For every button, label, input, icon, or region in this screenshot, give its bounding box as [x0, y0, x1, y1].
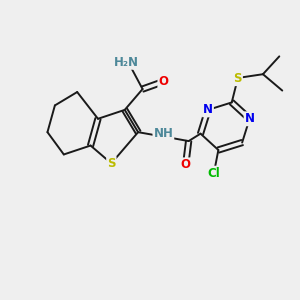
Text: O: O: [181, 158, 191, 171]
Text: NH: NH: [153, 127, 173, 140]
Text: N: N: [244, 112, 255, 125]
Text: S: S: [233, 72, 242, 85]
Text: H₂N: H₂N: [114, 56, 139, 69]
Text: Cl: Cl: [208, 167, 220, 180]
Text: S: S: [107, 157, 116, 170]
Text: O: O: [158, 75, 168, 88]
Text: N: N: [203, 103, 213, 116]
